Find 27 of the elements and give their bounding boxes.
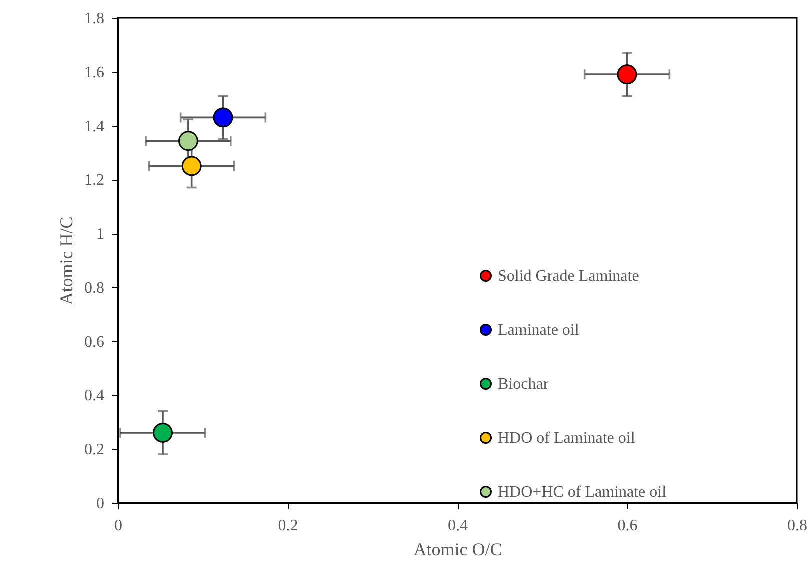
x-tick-label: 0.8 bbox=[788, 518, 807, 534]
y-axis-title: Atomic H/C bbox=[56, 216, 76, 306]
point bbox=[213, 108, 234, 128]
point bbox=[182, 156, 202, 176]
y-tick-label: 1.2 bbox=[84, 172, 104, 190]
y-tick-label: 0.6 bbox=[84, 334, 104, 351]
x-tick-label: 0.6 bbox=[618, 518, 638, 534]
legend-label: Solid Grade Laminate bbox=[498, 268, 640, 285]
y-tick-label: 1.6 bbox=[84, 64, 104, 82]
y-tick-label: 0.4 bbox=[84, 388, 104, 405]
x-tick-label: 0.4 bbox=[448, 518, 468, 534]
legend-label: HDO+HC of Laminate oil bbox=[498, 484, 668, 501]
x-tick-label: 0 bbox=[114, 518, 122, 534]
legend-label: HDO of Laminate oil bbox=[498, 430, 636, 447]
y-tick-label: 0.8 bbox=[84, 280, 104, 297]
y-tick-label: 1.4 bbox=[84, 118, 104, 136]
point bbox=[617, 64, 638, 85]
legend-label: Biochar bbox=[498, 376, 550, 393]
x-tick-label: 0.2 bbox=[278, 518, 298, 534]
y-tick-label: 0 bbox=[96, 496, 104, 512]
legend-label: Laminate oil bbox=[498, 322, 580, 339]
y-tick-label: 1 bbox=[96, 226, 104, 244]
x-axis-title: Atomic O/C bbox=[414, 540, 502, 560]
y-tick-label: 1.8 bbox=[84, 10, 104, 28]
point bbox=[178, 131, 198, 152]
y-tick-label: 0.2 bbox=[84, 442, 104, 459]
point bbox=[153, 422, 173, 443]
